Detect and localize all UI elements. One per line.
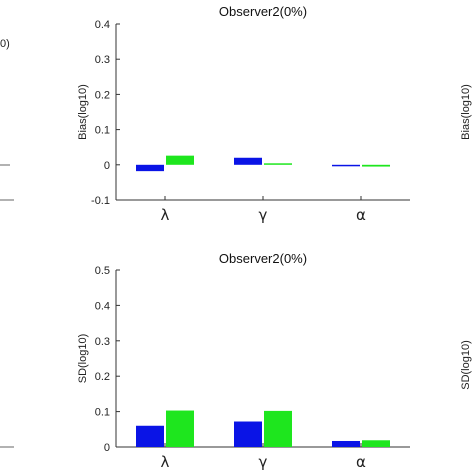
chart-title: Observer2(0%) [219, 251, 307, 266]
y-tick-label: 0.1 [95, 407, 110, 419]
y-tick-label: 0.4 [95, 300, 110, 312]
left-cropped-title-fragment: 0) [0, 38, 10, 50]
chart-title: Observer2(0%) [219, 4, 307, 19]
chart-panel-2: Observer2(0%) SD(log10) 0.5 0.4 0.3 0.2 0.1 0 λ γ… [77, 251, 410, 471]
x-tick-label: α [356, 206, 366, 224]
right-cropped-ylabel-bottom: SD(log10) [460, 340, 472, 390]
right-cropped-ylabel-top: Bias(log10) [460, 84, 472, 140]
y-tick-label: 0.1 [95, 125, 110, 137]
bar [362, 440, 390, 447]
y-tick-label: -0.1 [91, 195, 110, 207]
y-axis-label: Bias(log10) [77, 84, 89, 140]
x-tick-label: α [356, 453, 366, 471]
bar [264, 410, 292, 447]
bar [264, 163, 292, 165]
y-tick-label: 0.4 [95, 19, 110, 31]
y-tick-label: 0.5 [95, 265, 110, 277]
bar [332, 164, 360, 167]
y-tick-label: 0 [104, 160, 110, 172]
chart-panel-1: Observer2(0%) Bias(log10) 0.4 0.3 0.2 0.1 0 -0.… [77, 4, 410, 224]
bar [234, 157, 262, 165]
y-axis-label: SD(log10) [77, 334, 89, 384]
y-tick-label: 0.2 [95, 371, 110, 383]
bar [136, 425, 164, 447]
y-tick-label: 0.2 [95, 89, 110, 101]
bar [166, 155, 194, 165]
bar [332, 440, 360, 447]
bar [362, 164, 390, 167]
bar [136, 164, 164, 172]
x-tick-label: λ [161, 453, 170, 471]
y-tick-label: 0.3 [95, 336, 110, 348]
bar [166, 410, 194, 447]
chart-panels: Observer2(0%) Bias(log10) 0.4 0.3 0.2 0.1 0 -0.… [77, 4, 410, 471]
x-tick-label: γ [259, 206, 268, 224]
bar [234, 421, 262, 447]
y-tick-label: 0.3 [95, 54, 110, 66]
y-tick-label: 0 [104, 442, 110, 454]
x-tick-label: γ [259, 453, 268, 471]
x-tick-label: λ [161, 206, 170, 224]
